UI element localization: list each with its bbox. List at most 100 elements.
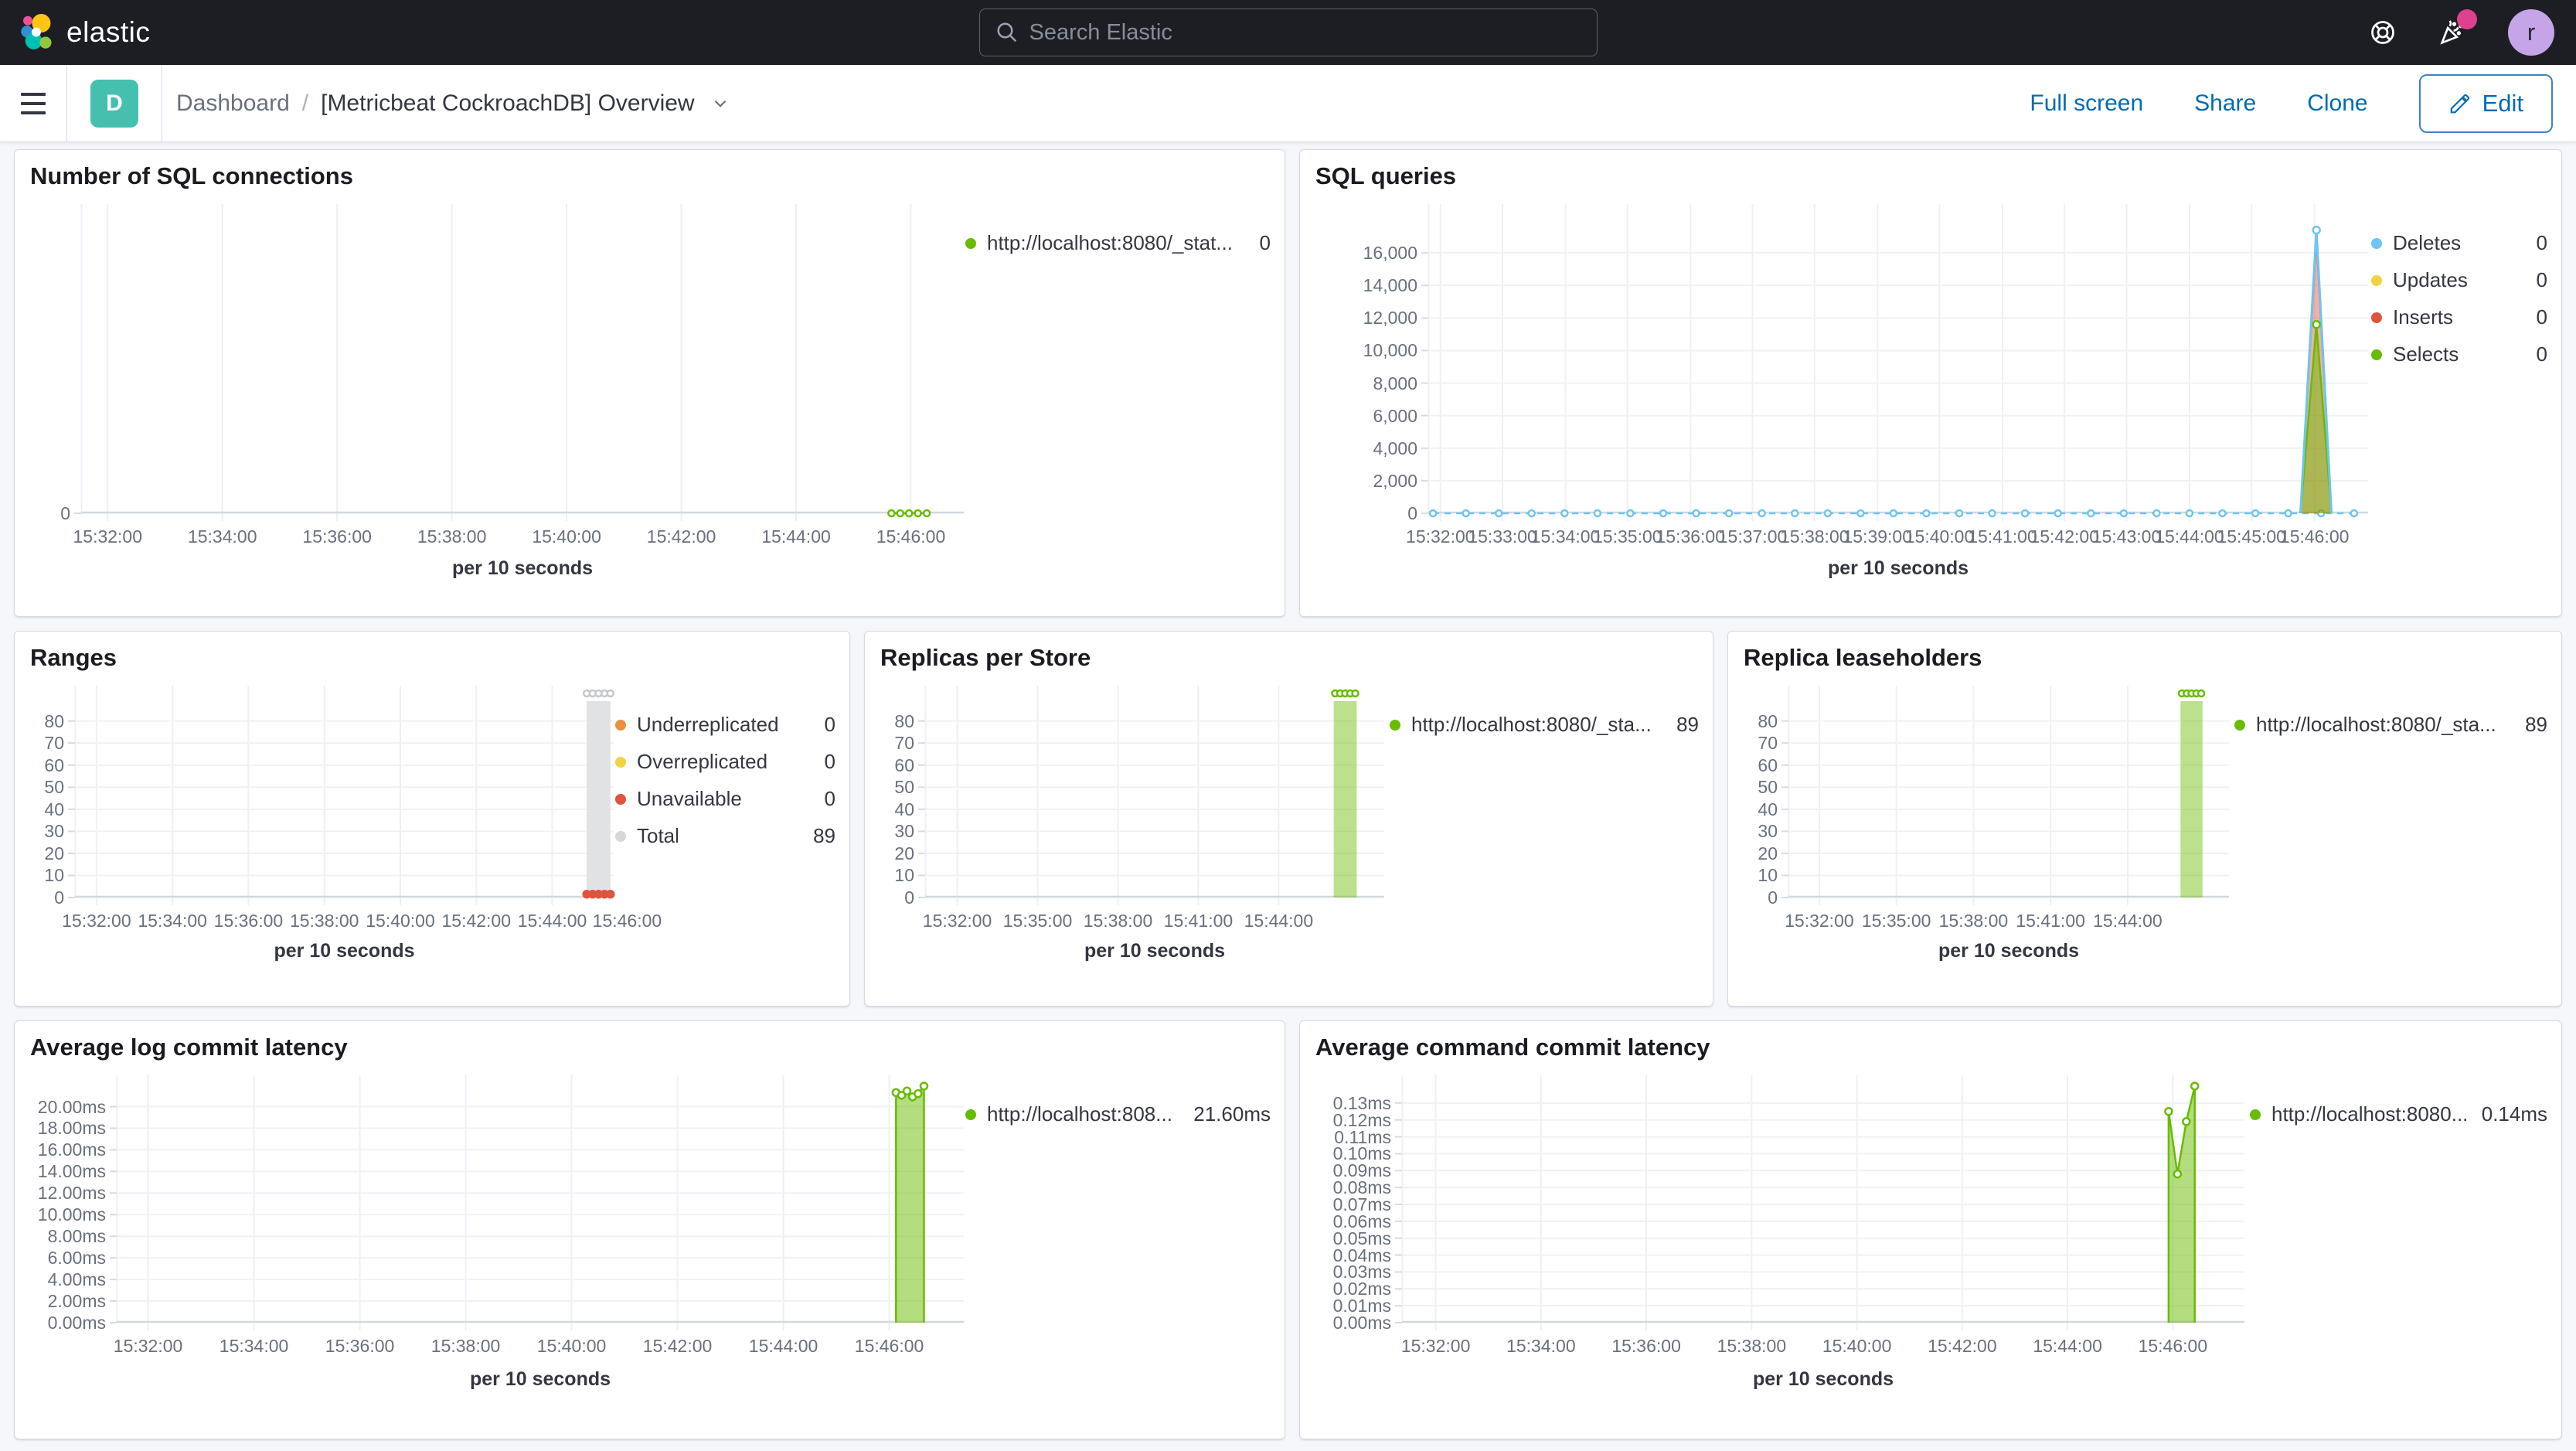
legend-label: Total bbox=[637, 824, 679, 847]
legend-item[interactable]: Unavailable 0 bbox=[615, 787, 835, 811]
x-tick-label: 15:41:00 bbox=[1968, 526, 2037, 547]
legend-item[interactable]: http://localhost:8080/_stat... 0 bbox=[965, 231, 1271, 255]
legend-label: Unavailable bbox=[637, 787, 742, 810]
search-input[interactable] bbox=[1029, 19, 1563, 46]
panel-title[interactable]: Replica leaseholders bbox=[1744, 644, 1982, 671]
elastic-logo-icon bbox=[20, 14, 54, 51]
legend-item[interactable]: http://localhost:8080/_sta... 89 bbox=[2234, 713, 2547, 737]
legend-value: 0 bbox=[1259, 231, 1271, 254]
chart-plot[interactable] bbox=[918, 686, 1384, 905]
legend-item[interactable]: Updates 0 bbox=[2371, 268, 2547, 292]
legend-dot bbox=[2234, 719, 2245, 731]
x-tick-label: 15:39:00 bbox=[1843, 526, 1912, 547]
elastic-logo[interactable]: elastic bbox=[0, 14, 150, 51]
y-tick-label: 0.09ms bbox=[1332, 1160, 1391, 1181]
full-screen-button[interactable]: Full screen bbox=[2030, 90, 2144, 116]
x-tick-label: 15:32:00 bbox=[922, 911, 992, 931]
chart-plot[interactable] bbox=[1395, 1075, 2244, 1330]
legend-item[interactable]: http://localhost:8080/_sta... 89 bbox=[1390, 713, 1699, 737]
legend-value: 0 bbox=[2536, 268, 2547, 291]
x-tick-label: 15:34:00 bbox=[138, 911, 207, 931]
panel-title[interactable]: Average log commit latency bbox=[30, 1034, 348, 1061]
y-tick-label: 80 bbox=[44, 710, 64, 731]
x-tick-label: 15:35:00 bbox=[1861, 911, 1931, 931]
share-button[interactable]: Share bbox=[2194, 90, 2257, 116]
whats-new-button[interactable] bbox=[2437, 9, 2477, 48]
legend-dot bbox=[615, 719, 626, 731]
help-button[interactable] bbox=[2369, 19, 2397, 46]
x-tick-label: 15:46:00 bbox=[876, 526, 946, 547]
panel-title[interactable]: Average command commit latency bbox=[1315, 1034, 1710, 1061]
legend-dot bbox=[2250, 1109, 2261, 1120]
x-tick-label: 15:38:00 bbox=[417, 526, 487, 547]
chart-sql-queries: 0 2,000 4,000 6,000 8,000 10,000 12,000 14,000 1… bbox=[1312, 204, 2368, 583]
legend-item[interactable]: http://localhost:8080... 0.14ms bbox=[2250, 1102, 2547, 1126]
legend-value: 0 bbox=[2536, 342, 2547, 366]
panel-title[interactable]: Number of SQL connections bbox=[30, 162, 353, 189]
y-tick-label: 0.04ms bbox=[1332, 1245, 1391, 1265]
y-tick-label: 0.01ms bbox=[1332, 1296, 1391, 1316]
x-tick-label: 15:35:00 bbox=[1002, 911, 1073, 931]
legend-item[interactable]: Deletes 0 bbox=[2371, 231, 2547, 255]
edit-button[interactable]: Edit bbox=[2418, 73, 2553, 133]
x-tick-label: 15:40:00 bbox=[532, 526, 601, 547]
y-tick-label: 0.02ms bbox=[1332, 1279, 1391, 1299]
y-tick-label: 14,000 bbox=[1363, 275, 1417, 296]
x-tick-label: 15:36:00 bbox=[302, 526, 372, 547]
legend-item[interactable]: Overreplicated 0 bbox=[615, 750, 835, 774]
x-tick-label: 15:46:00 bbox=[592, 911, 662, 931]
x-tick-label: 15:40:00 bbox=[536, 1336, 607, 1356]
chart-plot[interactable] bbox=[1421, 204, 2368, 521]
y-tick-label: 70 bbox=[1758, 733, 1778, 754]
x-tick-label: 15:36:00 bbox=[325, 1336, 395, 1356]
panel-title[interactable]: Replicas per Store bbox=[880, 644, 1091, 671]
legend-dot bbox=[615, 756, 626, 768]
global-search[interactable] bbox=[978, 9, 1598, 56]
x-tick-label: 15:34:00 bbox=[219, 1336, 289, 1356]
clone-button[interactable]: Clone bbox=[2307, 90, 2368, 116]
legend-label: http://localhost:8080/_sta... bbox=[2256, 713, 2496, 736]
y-tick-label: 4,000 bbox=[1373, 438, 1417, 458]
chart-plot[interactable] bbox=[110, 1075, 964, 1330]
menu-button[interactable] bbox=[0, 65, 66, 142]
x-tick-label: 15:36:00 bbox=[213, 911, 284, 931]
legend-label: Selects bbox=[2393, 342, 2459, 366]
chart-log-latency: 0.00ms 2.00ms 4.00ms 6.00ms 8.00ms 10.00ms 12.… bbox=[27, 1075, 964, 1394]
x-axis-title: per 10 seconds bbox=[1938, 940, 2080, 962]
legend-item[interactable]: Inserts 0 bbox=[2371, 305, 2547, 329]
y-tick-label: 10 bbox=[1758, 865, 1778, 886]
breadcrumb: Dashboard / [Metricbeat CockroachDB] Ove… bbox=[176, 90, 730, 117]
legend-item[interactable]: Total 89 bbox=[615, 824, 835, 848]
panel-sql-queries: SQL queries 0 2,000 4,000 6,000 8,000 10,000 1… bbox=[1299, 149, 2562, 617]
y-tick-label: 18.00ms bbox=[37, 1118, 106, 1139]
x-tick-label: 15:32:00 bbox=[1400, 1336, 1471, 1356]
chart-plot[interactable] bbox=[74, 204, 964, 521]
y-tick-label: 50 bbox=[1758, 777, 1778, 798]
x-axis: 15:32:00 15:34:00 15:36:00 15:38:00 15:40:00… bbox=[73, 517, 964, 551]
x-tick-label: 15:44:00 bbox=[748, 1336, 818, 1356]
legend-value: 0 bbox=[2536, 305, 2547, 329]
breadcrumb-dashboard[interactable]: Dashboard bbox=[176, 90, 290, 116]
y-tick-label: 12,000 bbox=[1363, 308, 1417, 329]
edit-label: Edit bbox=[2482, 89, 2523, 117]
x-tick-label: 15:44:00 bbox=[761, 526, 831, 547]
x-tick-label: 15:38:00 bbox=[1083, 911, 1153, 931]
space-avatar[interactable]: D bbox=[90, 79, 138, 128]
chart-plot[interactable] bbox=[68, 686, 615, 905]
y-tick-label: 70 bbox=[894, 733, 914, 754]
panel-title[interactable]: Ranges bbox=[30, 644, 117, 671]
user-avatar[interactable]: r bbox=[2508, 9, 2554, 56]
x-tick-label: 15:44:00 bbox=[1244, 911, 1314, 931]
legend-item[interactable]: Selects 0 bbox=[2371, 342, 2547, 366]
panel-replicas-per-store: Replicas per Store 0 10 20 30 40 50 60 70 80 15:… bbox=[864, 631, 1713, 1007]
legend-item[interactable]: Underreplicated 0 bbox=[615, 713, 835, 737]
y-tick-label: 20 bbox=[1758, 843, 1778, 863]
legend-item[interactable]: http://localhost:808... 21.60ms bbox=[965, 1102, 1271, 1126]
x-axis-title: per 10 seconds bbox=[274, 940, 415, 962]
x-tick-label: 15:38:00 bbox=[1780, 526, 1849, 547]
chart-plot[interactable] bbox=[1781, 686, 2229, 905]
chevron-down-icon[interactable] bbox=[710, 94, 730, 114]
x-axis-title: per 10 seconds bbox=[469, 1368, 611, 1390]
panel-title[interactable]: SQL queries bbox=[1315, 162, 1457, 189]
chart-sql-connections: 0 15:32:00 15:34:00 15:36:00 15:38:00 15:40:… bbox=[27, 204, 964, 583]
